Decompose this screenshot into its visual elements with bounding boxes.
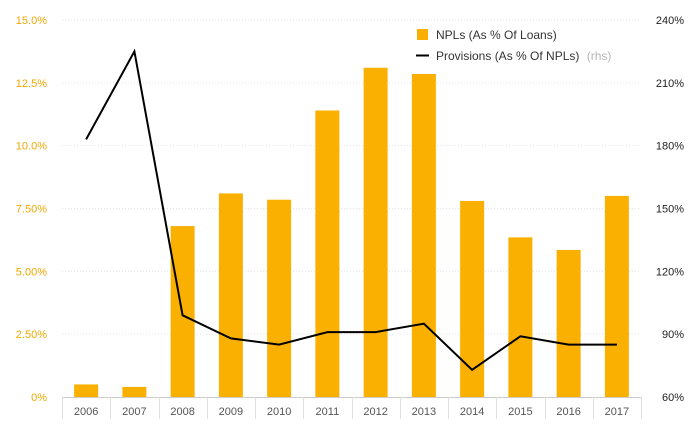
right-tick-label: 90% [662,329,684,341]
x-tick-label: 2006 [74,406,98,418]
x-tick-label: 2017 [605,406,629,418]
x-tick-label: 2016 [556,406,580,418]
right-axis-ticks: 60% 90% 120% 150% 180% 210% 240% [656,15,684,404]
x-tick-label: 2013 [412,406,436,418]
left-axis-ticks: 0% 2.50% 5.00% 7.50% 10.0% 12.5% 15.0% [16,15,47,404]
bar-2006 [74,384,99,397]
left-tick-label: 12.5% [16,78,47,90]
legend-label-provisions: Provisions (As % Of NPLs) (rhs) [436,49,611,63]
left-tick-label: 0% [31,392,47,404]
provisions-line [85,48,617,372]
right-tick-label: 120% [656,266,684,278]
x-tick-label: 2014 [460,406,484,418]
x-tick-label: 2011 [316,406,340,418]
x-tick-label: 2015 [508,406,532,418]
right-tick-label: 210% [656,78,684,90]
left-tick-label: 10.0% [16,141,47,153]
x-axis [62,397,642,419]
left-tick-label: 7.50% [16,204,47,216]
bar-2009 [218,193,243,397]
bar-2014 [460,200,485,397]
legend-label-provisions-rhs: (rhs) [587,49,612,63]
left-tick-label: 5.00% [16,266,47,278]
bar-2013 [411,74,436,397]
bar-2012 [363,67,388,398]
bar-2007 [122,386,147,397]
gridlines [62,19,641,335]
provisions-line-series [85,48,617,372]
bar-2016 [556,249,581,397]
legend-label-npls: NPLs (As % Of Loans) [436,28,557,42]
right-tick-label: 150% [656,204,684,216]
x-tick-label: 2009 [219,406,243,418]
bar-2017 [604,195,629,397]
legend: NPLs (As % Of Loans) Provisions (As % Of… [416,28,611,63]
legend-swatch-npls [417,29,428,40]
x-tick-label: 2010 [267,406,291,418]
x-axis-ticks: 2006 2007 2008 2009 2010 2011 2012 2013 2014 2015… [74,406,629,418]
bar-2011 [315,110,340,397]
x-tick-label: 2012 [363,406,387,418]
x-tick-label: 2008 [170,406,194,418]
right-tick-label: 240% [656,15,684,27]
bar-2010 [267,199,292,397]
bar-2015 [508,237,533,397]
right-tick-label: 60% [662,392,684,404]
left-tick-label: 2.50% [16,329,47,341]
x-tick-label: 2007 [122,406,146,418]
npl-bars [74,67,629,398]
left-tick-label: 15.0% [16,15,47,27]
right-tick-label: 180% [656,141,684,153]
legend-label-provisions-main: Provisions (As % Of NPLs) [436,49,579,63]
